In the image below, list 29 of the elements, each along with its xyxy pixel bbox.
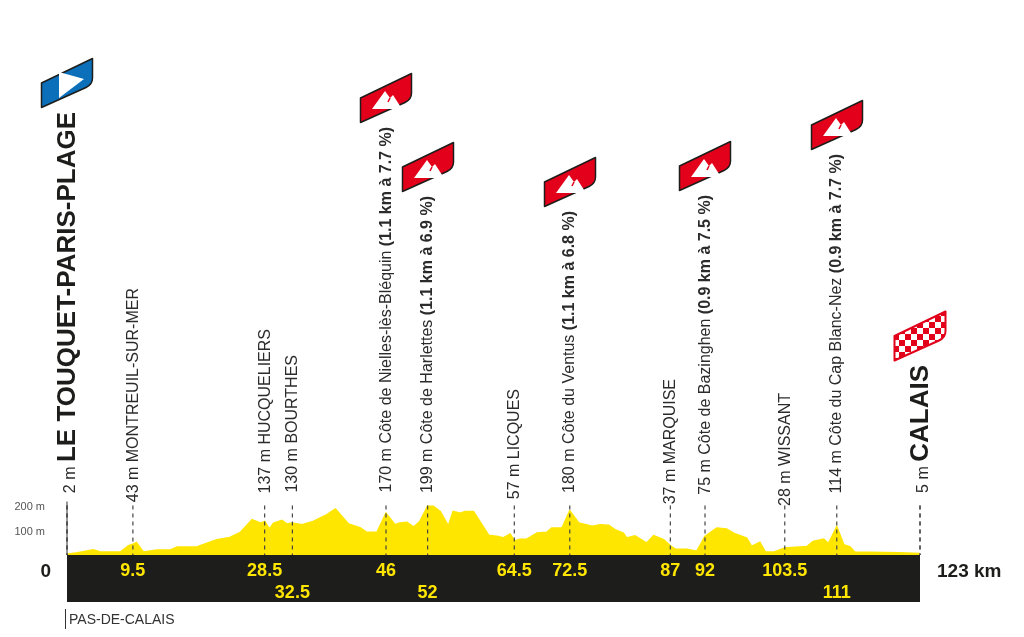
annotation: 37 m MARQUISE [660, 378, 678, 504]
x-tick-label: 46 [375, 560, 397, 580]
annotation: 137 m HUCQUELIERS [255, 328, 273, 493]
x2-tick-label: 111 [822, 582, 851, 602]
annotation: 2 m LE TOUQUET-PARIS-PLAGE [51, 111, 82, 493]
x-tick-label: 87 [660, 560, 681, 580]
x2-tick-label: 32.5 [274, 582, 310, 602]
x-tick-label: 28.5 [247, 560, 283, 580]
annotation: 43 m MONTREUIL-SUR-MER [123, 288, 141, 503]
annotation: 75 m Côte de Bazinghen (0.9 km à 7.5 %) [695, 195, 713, 495]
annotation: 57 m LICQUES [504, 388, 522, 500]
x-tick-label: 92 [695, 560, 716, 580]
y-tick-label: 100 m [14, 524, 45, 537]
annotation: 5 m CALAIS [904, 365, 935, 493]
annotation: 114 m Côte du Cap Blanc-Nez (0.9 km à 7.7 %) [827, 153, 845, 493]
x-tick-label: 64.5 [496, 560, 532, 580]
annotation: 199 m Côte de Harlettes (1.1 km à 6.9 %) [418, 195, 436, 493]
annotation: 180 m Côte du Ventus (1.1 km à 6.8 %) [560, 211, 578, 493]
text: 123 km [937, 559, 1002, 583]
annotation: 170 m Côte de Nielles-lès-Bléquin (1.1 km à 7.7 %) [376, 127, 394, 493]
x-tick-label: 103.5 [762, 560, 808, 580]
x-tick-label: 9.5 [120, 560, 146, 580]
annotation: 28 m WISSANT [775, 393, 793, 507]
y-tick-label: 200 m [14, 500, 45, 513]
x2-tick-label: 52 [417, 582, 438, 602]
text: PAS-DE-CALAIS [65, 609, 175, 629]
x-tick-label: 72.5 [552, 560, 588, 580]
text: 0 [40, 559, 51, 583]
annotation: 130 m BOURTHES [282, 355, 300, 493]
